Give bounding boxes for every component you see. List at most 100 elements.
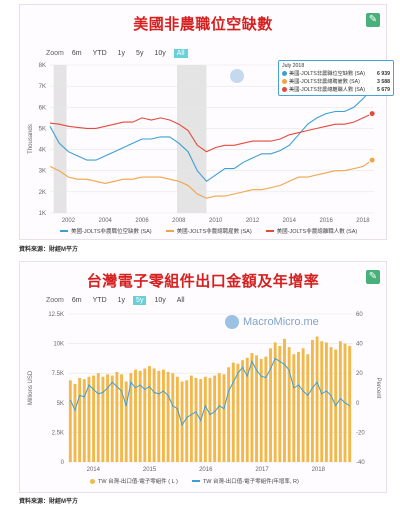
bar — [143, 368, 147, 462]
macromicro-logo-icon — [230, 69, 244, 83]
bar — [68, 380, 72, 462]
y2-tick-label: -40 — [356, 460, 365, 466]
bar — [189, 375, 193, 462]
bar — [120, 374, 123, 462]
bar — [92, 375, 96, 462]
legend-item[interactable]: TW 台灣-出口值-電子零組件 ( L ) — [90, 477, 178, 485]
edit-icon[interactable]: ✎ — [366, 270, 380, 284]
bar — [110, 375, 114, 462]
x-tick-label: 2004 — [99, 218, 113, 224]
legend-item[interactable]: 美國-JOLTS非農總離職人數 (SA) — [265, 227, 358, 235]
bar — [315, 336, 319, 462]
bar — [87, 376, 91, 462]
y-tick-label: 0 — [61, 460, 65, 466]
bar — [269, 348, 272, 462]
x-tick-label: 2018 — [312, 467, 326, 473]
bar — [264, 356, 268, 462]
zoom-label: Zoom — [46, 50, 64, 57]
zoom-btn-6m[interactable]: 6m — [71, 50, 82, 57]
y2-tick-label: -20 — [356, 430, 365, 436]
bar — [329, 347, 333, 462]
bar — [166, 372, 170, 462]
bar — [324, 342, 328, 462]
y-axis-label: Millions USD — [28, 370, 34, 405]
bar — [213, 375, 217, 462]
zoom-bar: Zoom 6m YTD 1y 5y 10y All — [46, 296, 188, 305]
bar — [82, 379, 86, 462]
series-line — [49, 87, 373, 183]
x-tick-label: 2008 — [172, 218, 186, 224]
bar — [255, 355, 259, 462]
bar — [301, 348, 305, 462]
legend-item[interactable]: 美國-JOLTS非農總聘雇數 (SA) — [165, 227, 252, 235]
x-tick-label: 2017 — [255, 467, 269, 473]
series-line — [49, 113, 373, 153]
bar — [297, 351, 300, 462]
bar — [283, 338, 286, 462]
zoom-btn-10y[interactable]: 10y — [154, 297, 166, 304]
tooltip-label: 美國-JOLTS非農總聘雇數 (SA) — [289, 79, 360, 85]
y-axis-label: Thousands — [28, 124, 34, 154]
zoom-btn-ytd[interactable]: YTD — [92, 297, 107, 304]
chart-legend: 美國-JOLTS非農職位空缺數 (SA) 美國-JOLTS非農總聘雇數 (SA)… — [60, 227, 357, 235]
zoom-btn-all[interactable]: All — [176, 297, 185, 304]
bar — [152, 368, 156, 462]
x-tick-label: 2018 — [356, 218, 370, 224]
legend-label: 美國-JOLTS非農總離職人數 (SA) — [276, 229, 358, 235]
bar — [129, 373, 133, 462]
tooltip-value: 3 588 — [377, 78, 390, 85]
edit-icon[interactable]: ✎ — [366, 13, 380, 27]
bar — [101, 376, 105, 462]
y2-axis-label: Percent — [375, 378, 381, 399]
bar — [236, 363, 240, 462]
bar — [227, 367, 231, 462]
x-tick-label: 2010 — [209, 218, 223, 224]
bar — [171, 373, 175, 462]
x-tick-label: 2002 — [62, 218, 76, 224]
tooltip-title: July 2018 — [282, 63, 305, 69]
zoom-btn-1y[interactable]: 1y — [117, 50, 126, 57]
bar-line-chart-svg: Millions USD Percent 0 2.5K 5K 7.5K 10K 12.5K -4… — [28, 312, 381, 473]
zoom-btn-all[interactable]: All — [173, 49, 188, 58]
bar — [148, 366, 151, 462]
legend-label: 美國-JOLTS非農職位空缺數 (SA) — [71, 229, 152, 235]
bar — [73, 383, 77, 462]
bar — [185, 380, 189, 462]
legend-item[interactable]: TW 台灣-出口值-電子零組件(年增率, R) — [191, 477, 299, 485]
y-tick-label: 1K — [39, 211, 46, 217]
zoom-btn-1y[interactable]: 1y — [117, 297, 126, 304]
growth-line — [69, 357, 350, 427]
bar — [106, 374, 110, 462]
zoom-btn-ytd[interactable]: YTD — [92, 50, 107, 57]
legend-swatch-icon — [265, 230, 274, 232]
y-tick-label: 6K — [39, 105, 46, 111]
legend-dot-icon — [282, 71, 287, 76]
footer-note: 資料來源：財經M平方 — [19, 499, 78, 505]
zoom-bar: Zoom 6m YTD 1y 5y 10y All — [46, 49, 188, 58]
bar — [217, 373, 221, 462]
legend-dot-icon — [282, 79, 287, 84]
bar — [241, 360, 245, 462]
bar — [208, 377, 212, 462]
last-point-marker — [368, 156, 376, 164]
watermark-logo — [230, 69, 244, 83]
bar — [338, 341, 342, 462]
zoom-btn-5y[interactable]: 5y — [136, 50, 144, 57]
y2-tick-label: 40 — [356, 342, 363, 348]
bar — [320, 341, 324, 462]
bar — [134, 369, 137, 462]
zoom-btn-5y[interactable]: 5y — [133, 296, 147, 305]
zoom-btn-10y[interactable]: 10y — [154, 50, 166, 57]
bar — [194, 377, 198, 462]
legend-item[interactable]: 美國-JOLTS非農職位空缺數 (SA) — [60, 227, 152, 235]
tooltip-row: 美國-JOLTS非農總聘雇數 (SA) 3 588 — [282, 78, 390, 85]
chart-title: 美國非農職位空缺數 — [133, 15, 273, 33]
zoom-btn-6m[interactable]: 6m — [71, 297, 82, 304]
legend-dot-icon — [282, 87, 287, 92]
y-tick-label: 12.5K — [48, 312, 64, 318]
y-tick-label: 2K — [39, 190, 46, 196]
source-note: 資料來源：財經M平方 — [19, 247, 78, 253]
bar — [124, 381, 128, 462]
legend-dot-icon — [90, 478, 95, 484]
y-tick-label: 3K — [39, 169, 46, 175]
